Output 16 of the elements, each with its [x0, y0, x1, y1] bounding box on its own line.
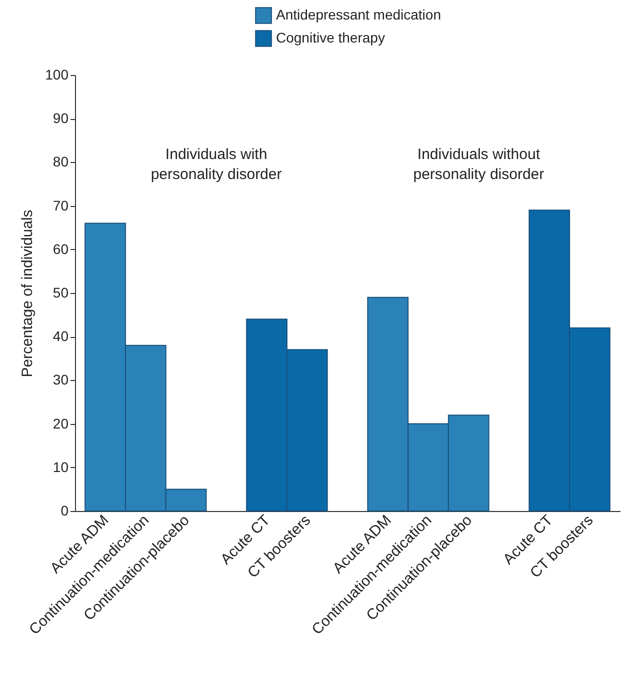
y-tick-label: 20	[52, 415, 69, 432]
y-tick-label: 50	[52, 284, 69, 300]
y-tick-label: 60	[52, 240, 69, 257]
y-tick-label: 70	[52, 197, 69, 214]
y-tick-label: 0	[60, 502, 69, 518]
annotation: Individuals without personality disorder	[413, 146, 544, 183]
y-axis-title: Percentage of individuals	[19, 210, 36, 378]
y-tick-label: 100	[45, 66, 69, 82]
y-tick-label: 30	[52, 372, 69, 388]
y-tick-label: 90	[52, 110, 69, 126]
y-tick-label: 40	[52, 328, 69, 344]
annotation: Individuals with personality disorder	[150, 146, 282, 183]
legend-label: Antidepressant medication	[276, 6, 441, 22]
y-tick-label: 80	[52, 154, 69, 170]
y-tick-label: 10	[52, 458, 69, 475]
legend-label: Cognitive therapy	[276, 30, 385, 46]
